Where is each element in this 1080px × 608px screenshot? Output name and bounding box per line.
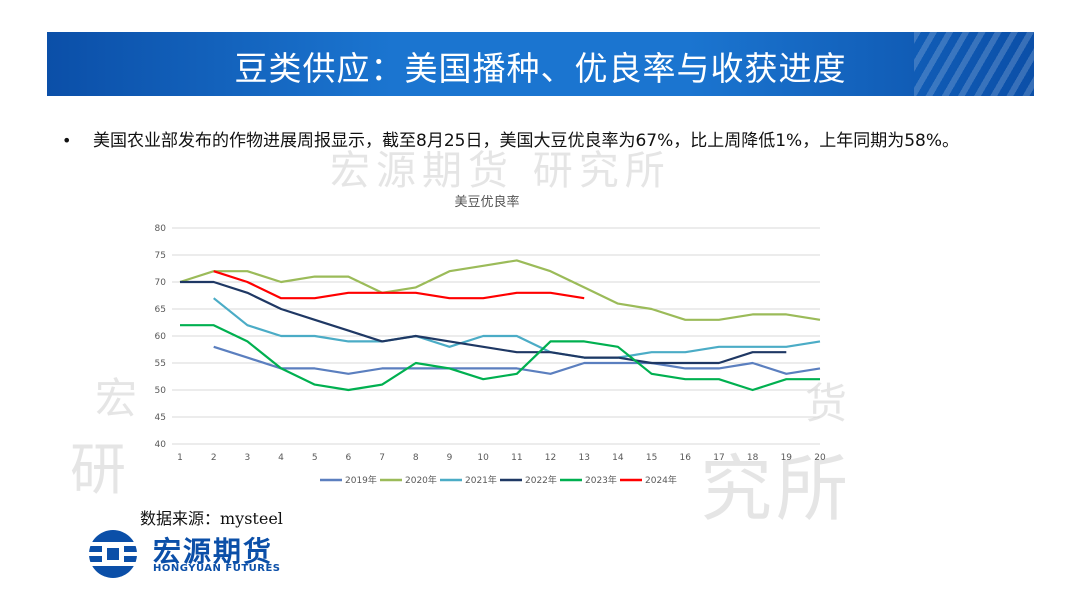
legend-label: 2023年 [585,474,617,486]
x-tick-label: 2 [211,453,217,463]
bullet-text: 美国农业部发布的作物进展周报显示，截至8月25日，美国大豆优良率为67%，比上周… [93,131,959,151]
x-tick-label: 19 [781,453,793,463]
legend-label: 2022年 [525,474,557,486]
y-tick-label: 75 [155,251,166,261]
legend-label: 2024年 [645,474,677,486]
watermark: 宏 [95,374,138,423]
logo-name-cn: 宏源期货 [153,535,274,568]
watermark: 宏源期货 研究所 [330,148,671,194]
page-title: 豆类供应：美国播种、优良率与收获进度 [234,49,847,88]
series-line-2023年 [180,324,820,392]
logo-name-en: HONGYUAN FUTURES [153,563,281,574]
bullet-marker: • [62,131,72,150]
watermark: 货 [805,379,848,428]
x-tick-label: 6 [346,453,352,463]
x-tick-label: 10 [477,453,489,463]
y-tick-label: 50 [155,386,167,396]
x-tick-label: 7 [379,453,385,463]
x-tick-label: 18 [747,453,759,463]
x-tick-label: 5 [312,453,318,463]
logo-icon [78,530,148,578]
legend-label: 2021年 [465,474,497,486]
banner-decoration [914,32,1034,96]
watermark: 研 [70,438,126,503]
company-logo: 宏源期货 HONGYUAN FUTURES [78,528,318,580]
title-banner: 豆类供应：美国播种、优良率与收获进度 [47,32,1034,96]
data-source: 数据来源：mysteel [140,509,283,528]
x-tick-label: 15 [646,453,657,463]
x-tick-label: 14 [612,453,624,463]
x-tick-label: 4 [278,453,284,463]
x-tick-label: 16 [680,453,692,463]
series-line-2022年 [180,280,787,365]
x-tick-label: 9 [447,453,453,463]
y-tick-label: 45 [155,413,166,423]
chart-title: 美豆优良率 [454,194,519,210]
y-tick-label: 60 [155,332,167,342]
legend-label: 2019年 [345,474,377,486]
y-tick-label: 65 [155,305,166,315]
x-tick-label: 13 [578,453,589,463]
series-line-2021年 [213,297,821,359]
y-tick-label: 70 [155,278,167,288]
series-line-2019年 [213,345,821,375]
x-tick-label: 8 [413,453,419,463]
y-tick-label: 40 [155,440,167,450]
x-tick-label: 11 [511,453,522,463]
series-line-2020年 [179,259,821,321]
x-tick-label: 3 [245,453,251,463]
x-tick-label: 12 [545,453,556,463]
x-tick-label: 1 [177,453,183,463]
y-tick-label: 55 [155,359,166,369]
watermark: 究所 [700,447,853,531]
x-tick-label: 17 [713,453,724,463]
x-tick-label: 20 [814,453,826,463]
legend-label: 2020年 [405,474,437,486]
y-tick-label: 80 [155,224,167,234]
series-line-2024年 [213,270,585,300]
